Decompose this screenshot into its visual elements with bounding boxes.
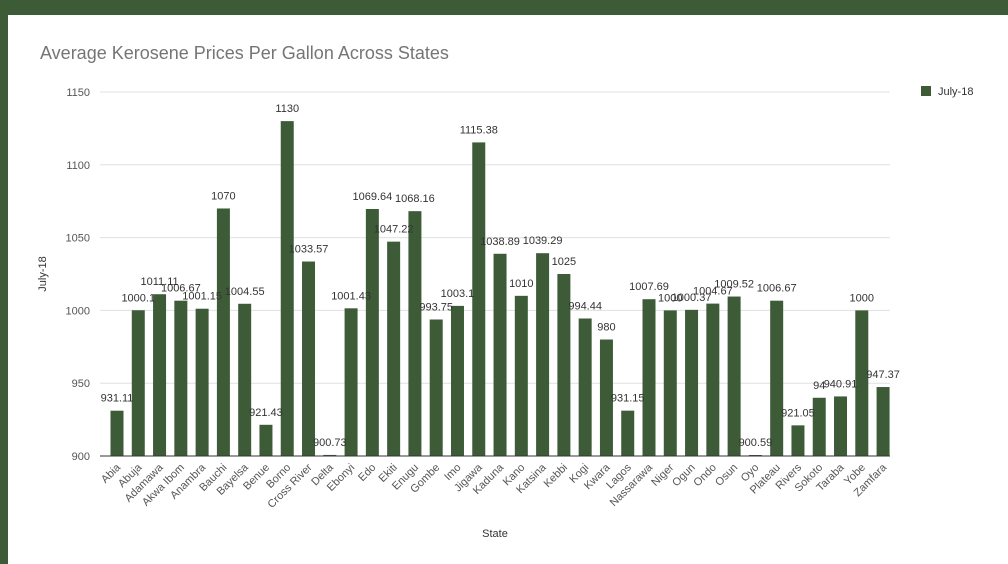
data-label: 1001.15: [182, 291, 222, 303]
x-tick-label: Kebbi: [542, 462, 570, 490]
x-axis-label: State: [482, 528, 508, 540]
data-label: 993.75: [419, 302, 453, 314]
bar-kogi[interactable]: [578, 318, 592, 456]
data-label: 931.11: [101, 393, 134, 405]
data-label: 1039.29: [523, 235, 563, 247]
bar-yobe[interactable]: [855, 310, 869, 456]
y-tick-label: 1150: [66, 87, 90, 99]
y-tick-label: 900: [72, 451, 90, 463]
data-label: 940.91: [824, 378, 858, 390]
data-label: 1047.22: [374, 224, 414, 236]
chart-card: Average Kerosene Prices Per Gallon Acros…: [8, 15, 1008, 564]
data-label: 947.37: [866, 369, 900, 381]
data-label: 921.43: [249, 407, 283, 419]
data-label: 994.44: [568, 300, 602, 312]
bar-adamawa[interactable]: [153, 294, 167, 456]
data-label: 1070: [211, 190, 235, 202]
bar-ogun[interactable]: [685, 309, 699, 456]
x-tick-label: Osun: [713, 462, 740, 489]
data-label: 1010: [509, 278, 533, 290]
data-label: 1000.1: [121, 292, 155, 304]
bar-edo[interactable]: [365, 209, 379, 456]
chart-title: Average Kerosene Prices Per Gallon Acros…: [40, 43, 449, 63]
bar-bauchi[interactable]: [216, 208, 230, 456]
data-label: 1007.69: [629, 281, 669, 293]
bar-ekiti[interactable]: [387, 241, 401, 456]
legend-swatch: [921, 86, 931, 96]
bar-rivers[interactable]: [791, 425, 805, 456]
bar-enugu[interactable]: [408, 211, 422, 456]
data-label: 1004.55: [225, 286, 265, 298]
bar-taraba[interactable]: [834, 396, 848, 456]
data-label: 921.05: [781, 407, 815, 419]
y-axis-ticks: 900 950 1000 1050 1100 1150: [66, 87, 90, 463]
bar-abia[interactable]: [110, 410, 124, 456]
y-axis-label: July-18: [37, 256, 49, 291]
bar-katsina[interactable]: [536, 253, 550, 456]
data-label: 1006.67: [757, 283, 797, 295]
bar-abuja[interactable]: [131, 310, 145, 456]
bar-osun[interactable]: [727, 296, 741, 456]
data-label: 980: [597, 322, 615, 334]
bar-gombe[interactable]: [429, 319, 443, 457]
data-label: 1069.64: [352, 191, 392, 203]
data-label: 1006.67: [161, 283, 201, 295]
bar-chart: 900 950 1000 1050 1100 1150 931.11 1000.1 1011.…: [37, 86, 973, 540]
data-label: 900.59: [739, 437, 773, 449]
data-labels: 931.111000.11011.111006.671001.151070100…: [101, 103, 900, 449]
bar-lagos[interactable]: [621, 410, 635, 456]
bar-imo[interactable]: [450, 305, 464, 456]
data-label: 94: [813, 380, 825, 392]
bar-kwara[interactable]: [599, 339, 613, 456]
data-label: 1004.67: [693, 286, 733, 298]
data-label: 1003.1: [441, 288, 475, 300]
bar-sokoto[interactable]: [812, 397, 826, 456]
y-tick-label: 950: [72, 378, 90, 390]
legend[interactable]: July-18: [921, 86, 973, 98]
data-label: 1038.89: [480, 236, 520, 248]
data-label: 931.15: [611, 393, 645, 405]
bar-jigawa[interactable]: [472, 142, 486, 456]
bar-akwa-ibom[interactable]: [174, 300, 188, 456]
bar-nassarawa[interactable]: [642, 299, 656, 456]
data-label: 1000: [850, 292, 874, 304]
data-label: 1009.52: [714, 279, 754, 291]
bars: [110, 121, 890, 457]
x-tick-label: Ogun: [670, 462, 698, 490]
data-label: 1115.38: [460, 124, 498, 136]
bar-kaduna[interactable]: [493, 253, 507, 456]
bar-ondo[interactable]: [706, 303, 720, 456]
data-label: 900.73: [313, 437, 347, 449]
bar-bayelsa[interactable]: [238, 303, 252, 456]
bar-plateau[interactable]: [770, 300, 784, 456]
data-label: 1025: [552, 256, 576, 268]
bar-benue[interactable]: [259, 424, 273, 456]
bar-kano[interactable]: [514, 295, 528, 456]
bar-zamfara[interactable]: [876, 387, 890, 456]
y-tick-label: 1000: [66, 305, 90, 317]
data-label: 1011.11: [140, 276, 178, 288]
x-tick-label: Edo: [356, 462, 378, 484]
x-tick-label: Ondo: [691, 462, 719, 490]
bar-niger[interactable]: [663, 310, 677, 456]
data-label: 1000.37: [672, 292, 712, 304]
bar-kebbi[interactable]: [557, 274, 571, 456]
x-tick-label: Niger: [649, 461, 676, 488]
y-tick-label: 1100: [66, 160, 90, 172]
bar-delta[interactable]: [323, 454, 337, 456]
bar-anambra[interactable]: [195, 308, 209, 456]
data-label: 1068.16: [395, 193, 435, 205]
bar-cross-river[interactable]: [302, 261, 316, 456]
data-label: 1000: [658, 292, 682, 304]
data-label: 1130: [275, 103, 299, 115]
y-tick-label: 1050: [66, 233, 90, 245]
bar-ebonyi[interactable]: [344, 308, 358, 456]
data-label: 1001.43: [331, 290, 371, 302]
data-label: 1033.57: [289, 244, 329, 256]
legend-label: July-18: [938, 86, 973, 98]
bar-borno[interactable]: [280, 121, 294, 457]
